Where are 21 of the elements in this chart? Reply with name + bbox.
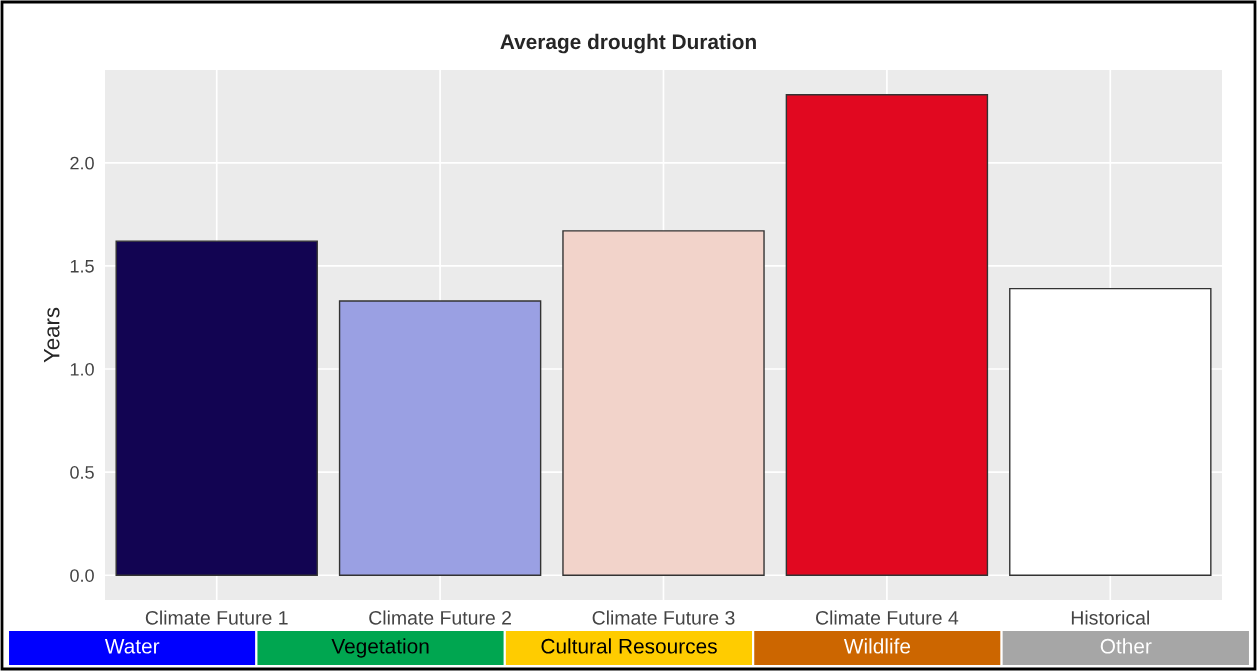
x-tick-label: Climate Future 2: [369, 610, 511, 625]
text: Vegetation: [331, 638, 429, 658]
text: Other: [1100, 638, 1152, 654]
y-tick-label: 2.0: [70, 156, 94, 170]
y-tick-label: 1.5: [70, 260, 94, 273]
x-tick-label: Climate Future 1: [145, 610, 288, 625]
bar: [785, 94, 989, 576]
x-tick-label: Historical: [1071, 610, 1149, 625]
text: Wildlife: [843, 638, 911, 654]
bar: [338, 300, 542, 576]
y-axis-title: Years: [44, 307, 60, 363]
y-tick-label: 0.5: [70, 466, 94, 479]
text: Cultural Resources: [541, 638, 717, 654]
bar: [562, 230, 765, 576]
x-tick-label: Climate Future 3: [592, 610, 735, 625]
x-tick-label: Climate Future 4: [816, 610, 959, 625]
y-tick-label: 0.0: [70, 569, 94, 582]
bar: [115, 240, 318, 576]
text: Water: [104, 639, 160, 654]
chart-title: Average drought Duration: [500, 33, 756, 54]
y-tick-label: 1.0: [70, 362, 94, 376]
